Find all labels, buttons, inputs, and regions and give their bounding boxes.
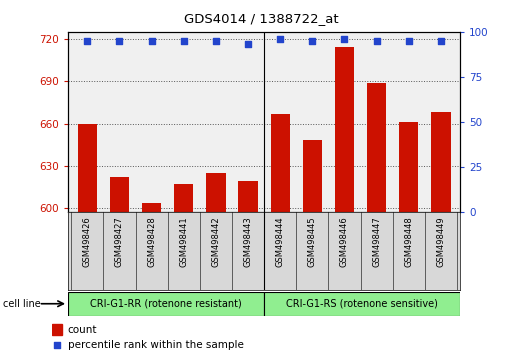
Bar — [77, 124, 97, 212]
Bar — [110, 177, 129, 212]
Bar — [303, 141, 322, 212]
Point — [179, 38, 188, 44]
Point — [53, 342, 61, 348]
Text: CRI-G1-RR (rotenone resistant): CRI-G1-RR (rotenone resistant) — [90, 299, 242, 309]
Point — [437, 38, 445, 44]
Point — [115, 38, 123, 44]
Bar — [367, 82, 386, 212]
Text: GSM498427: GSM498427 — [115, 216, 124, 267]
Bar — [174, 184, 194, 212]
Text: GSM498445: GSM498445 — [308, 216, 317, 267]
Text: GDS4014 / 1388722_at: GDS4014 / 1388722_at — [184, 12, 339, 25]
Point — [212, 38, 220, 44]
Bar — [238, 181, 258, 212]
Text: percentile rank within the sample: percentile rank within the sample — [68, 340, 244, 350]
Bar — [431, 112, 451, 212]
Bar — [206, 173, 225, 212]
Text: GSM498446: GSM498446 — [340, 216, 349, 267]
Text: GSM498443: GSM498443 — [244, 216, 253, 267]
Text: cell line: cell line — [3, 299, 40, 309]
Text: GSM498428: GSM498428 — [147, 216, 156, 267]
Bar — [52, 324, 62, 335]
Text: GSM498426: GSM498426 — [83, 216, 92, 267]
Point — [405, 38, 413, 44]
Text: GSM498447: GSM498447 — [372, 216, 381, 267]
Point — [147, 38, 156, 44]
Point — [340, 36, 349, 42]
Point — [83, 38, 92, 44]
FancyBboxPatch shape — [68, 292, 264, 316]
Point — [308, 38, 316, 44]
Text: count: count — [68, 325, 97, 335]
Text: GSM498441: GSM498441 — [179, 216, 188, 267]
Bar — [270, 114, 290, 212]
Text: GSM498442: GSM498442 — [211, 216, 220, 267]
FancyBboxPatch shape — [264, 292, 460, 316]
Text: GSM498449: GSM498449 — [437, 216, 446, 267]
Point — [276, 36, 285, 42]
Text: GSM498444: GSM498444 — [276, 216, 285, 267]
Bar — [399, 122, 418, 212]
Point — [372, 38, 381, 44]
Bar — [142, 202, 161, 212]
Bar — [335, 47, 354, 212]
Point — [244, 42, 252, 47]
Text: GSM498448: GSM498448 — [404, 216, 413, 267]
Text: CRI-G1-RS (rotenone sensitive): CRI-G1-RS (rotenone sensitive) — [286, 299, 438, 309]
